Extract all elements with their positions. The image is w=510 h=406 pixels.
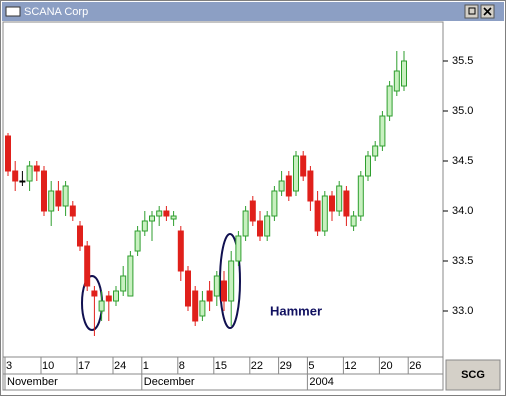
candle-body: [257, 220, 263, 237]
x-tick-label: 8: [179, 360, 185, 372]
highlight-ellipse: [219, 233, 241, 329]
candle-body: [12, 170, 19, 182]
candle-body: [62, 185, 69, 207]
candle-body: [343, 190, 350, 217]
y-tick-label: 34.0: [452, 205, 473, 217]
y-tick-label: 33.5: [452, 255, 473, 267]
candle-body: [393, 70, 400, 92]
candle-body: [41, 170, 47, 212]
candle-body: [98, 300, 105, 312]
y-tick-label: 35.0: [452, 105, 473, 117]
annotation: Hammer: [270, 303, 322, 318]
candle-body: [235, 235, 242, 262]
restore-icon: [468, 7, 476, 15]
x-tick-label: 29: [280, 360, 292, 372]
candle-body: [271, 190, 278, 217]
close-icon: [483, 7, 492, 16]
candle-body: [141, 220, 148, 232]
candle-body: [55, 190, 62, 207]
candle-body: [91, 290, 98, 297]
candle-body: [105, 295, 112, 302]
month-label: November: [7, 376, 58, 388]
candle-body: [401, 60, 407, 87]
candle-body: [177, 230, 184, 272]
candle-body: [329, 195, 335, 212]
candle-body: [170, 215, 177, 220]
candle-body: [278, 180, 285, 192]
candle-body: [314, 200, 321, 232]
candle-body: [120, 275, 127, 292]
candle-body: [293, 155, 299, 192]
symbol-button[interactable]: [445, 359, 501, 391]
x-tick-label: 15: [215, 360, 227, 372]
candle-body: [365, 155, 371, 177]
candle-body: [156, 210, 163, 217]
candle-body: [77, 225, 83, 247]
candle-body: [192, 290, 199, 322]
candle-body: [264, 215, 271, 237]
x-tick-label: 12: [344, 360, 356, 372]
restore-button[interactable]: [464, 4, 479, 19]
candle-body: [134, 230, 141, 252]
candle-body: [33, 165, 40, 172]
y-tick-label: 33.0: [452, 305, 473, 317]
y-tick-label: 34.5: [452, 155, 473, 167]
candle-body: [84, 245, 91, 287]
candle-body: [69, 205, 76, 217]
x-tick-label: 17: [78, 360, 90, 372]
candle-body: [242, 210, 249, 237]
symbol-label: SCG: [461, 369, 485, 381]
window-icon: [5, 6, 21, 17]
candle-body: [321, 195, 328, 232]
plot-area: [2, 21, 444, 358]
candle-body: [213, 275, 220, 297]
y-tick-label: 35.5: [452, 55, 473, 67]
candle-body: [5, 135, 11, 172]
x-tick-label: 3: [6, 360, 12, 372]
candle-body: [285, 175, 292, 197]
candle-body: [127, 255, 134, 297]
candle-body: [149, 215, 155, 222]
candle-body: [249, 200, 256, 222]
candle-body: [307, 170, 314, 202]
candle-body: [26, 165, 33, 182]
candle-body: [372, 145, 379, 157]
window-title: SCANA Corp: [24, 6, 88, 18]
candle-body: [379, 115, 386, 147]
x-tick-label: 5: [308, 360, 314, 372]
x-tick-label: 1: [143, 360, 149, 372]
candle-body: [185, 270, 191, 307]
candle-body: [336, 185, 343, 212]
x-tick-label: 22: [251, 360, 263, 372]
candle-body: [300, 155, 307, 177]
candle-body: [386, 85, 393, 117]
candle-body: [221, 280, 227, 302]
candle-body: [206, 290, 213, 302]
candle-body: [113, 290, 119, 302]
x-tick-label: 20: [380, 360, 392, 372]
candle-body: [199, 300, 206, 317]
candle-body: [350, 215, 357, 227]
candle-body: [163, 210, 170, 217]
x-tick-label: 10: [42, 360, 54, 372]
title-bar: [2, 2, 504, 21]
month-label: 2004: [309, 376, 333, 388]
month-label: December: [144, 376, 195, 388]
candle-body: [48, 190, 55, 212]
x-tick-label: 26: [409, 360, 421, 372]
x-tick-label: 24: [114, 360, 126, 372]
candle-body: [357, 175, 364, 217]
candle-body: [19, 180, 26, 183]
candle-body: [228, 260, 235, 302]
